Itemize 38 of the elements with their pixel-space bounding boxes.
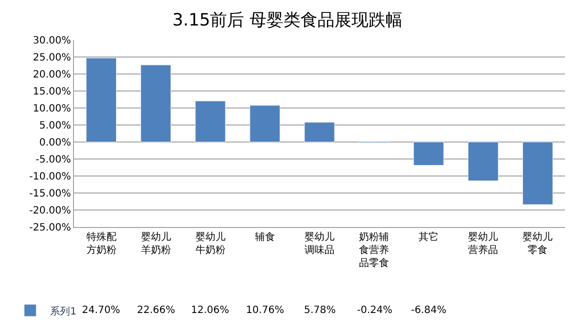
y-tick-label: 10.00% <box>32 104 71 114</box>
y-tick-label: 5.00% <box>39 120 71 132</box>
bar <box>413 142 444 166</box>
x-tick-label: 婴幼儿牛奶粉 <box>195 231 226 256</box>
y-tick-label: -15.00% <box>29 188 71 200</box>
y-tick-label: 25.00% <box>32 52 71 64</box>
data-label: -6.84% <box>411 305 446 316</box>
bar <box>86 58 117 142</box>
x-tick-label: 特殊配方奶粉 <box>86 231 116 256</box>
data-label: -0.24% <box>357 305 392 316</box>
x-tick-label: 婴幼儿羊奶粉 <box>140 231 171 256</box>
legend-label: 系列1 <box>50 305 77 318</box>
bar <box>304 122 335 142</box>
x-tick-label: 辅食 <box>254 231 275 243</box>
x-tick-label: 婴幼儿营养品 <box>468 231 498 256</box>
y-tick-label: -25.00% <box>29 222 71 234</box>
data-label: 12.06% <box>191 305 230 316</box>
data-label: 5.78% <box>304 305 336 316</box>
y-tick-label: 0.00% <box>39 138 71 148</box>
bar <box>468 142 498 182</box>
y-tick-label: -5.00% <box>36 154 71 166</box>
bar <box>522 142 553 205</box>
bar <box>140 64 172 142</box>
y-tick-label: 30.00% <box>32 36 71 46</box>
x-tick-label: 婴幼儿调味品 <box>304 231 334 256</box>
x-tick-label: 婴幼儿零食 <box>522 231 553 256</box>
data-label: 24.70% <box>82 305 120 316</box>
data-label: 10.76% <box>246 305 284 316</box>
bar <box>195 100 226 142</box>
x-tick-label: 其它 <box>418 231 439 243</box>
y-tick-label: -10.00% <box>29 172 71 182</box>
y-tick-label: 20.00% <box>32 70 71 80</box>
bar <box>250 105 280 142</box>
chart-title: 3.15前后 母婴类食品展现跌幅 <box>172 10 403 30</box>
data-label: 22.66% <box>137 305 176 316</box>
y-tick-label: 15.00% <box>32 86 71 98</box>
y-tick-label: -20.00% <box>29 206 71 216</box>
x-tick-label: 奶粉辅食营养品零食 <box>359 231 390 269</box>
